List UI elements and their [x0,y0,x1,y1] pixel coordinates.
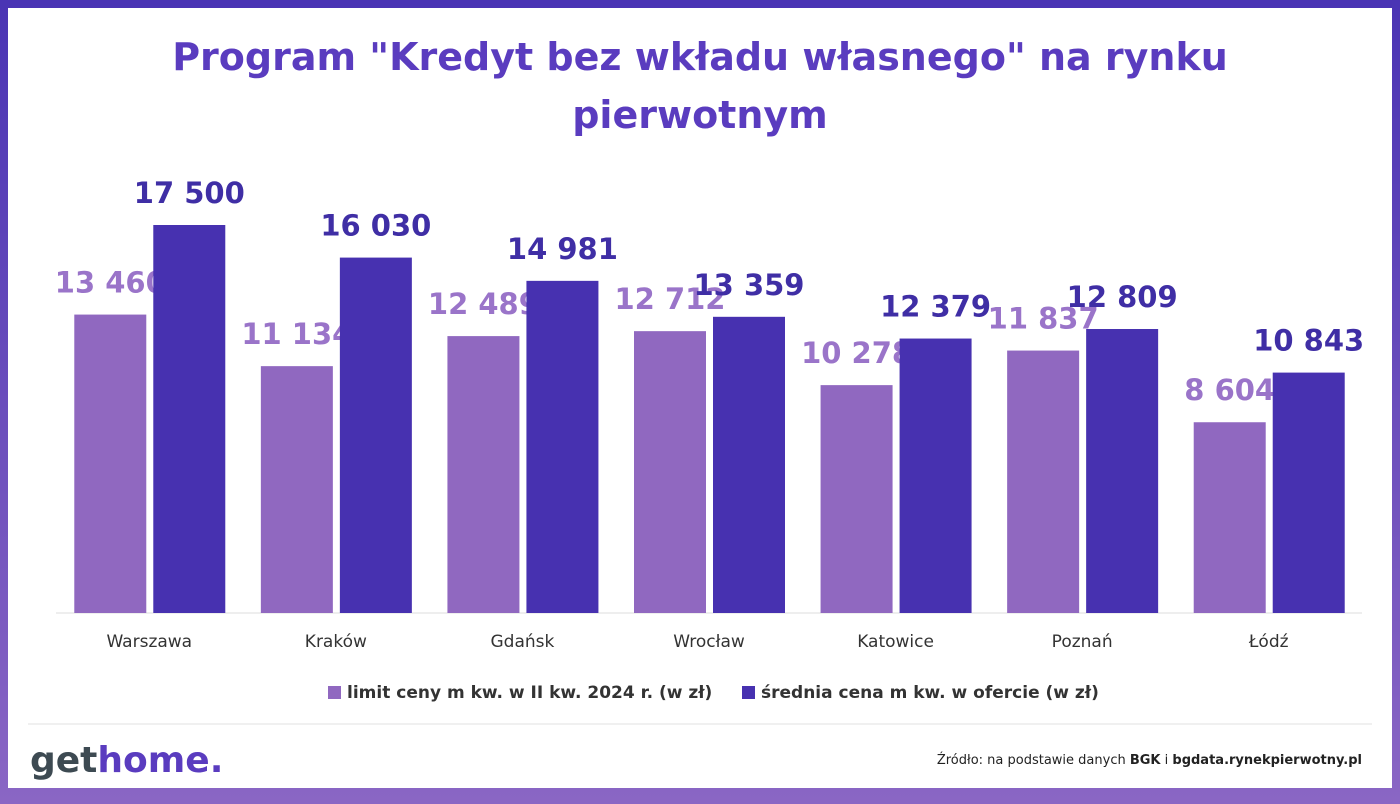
source-part: BGK [1130,753,1162,768]
value-label: 13 359 [694,268,805,302]
x-tick-label: Wrocław [673,632,745,652]
bar [634,331,706,613]
bar [74,314,147,613]
value-label: 8 604 [1184,373,1275,407]
source-part: bgdata.rynekpierwotny.pl [1172,753,1362,768]
x-tick-label: Warszawa [106,632,192,652]
bar [1193,422,1266,613]
bar [1007,350,1080,613]
bar [339,257,412,613]
logo-part: get [30,740,97,781]
logo: gethome. [30,740,223,781]
bar [526,280,599,613]
legend-swatch [328,686,341,699]
x-tick-label: Katowice [857,632,934,652]
bar [713,316,785,613]
chart-title: Program "Kredyt bez wkładu własnego" na … [172,35,1228,137]
x-tick-label: Kraków [305,632,367,652]
value-label: 12 712 [615,282,726,316]
source-part: i [1161,753,1173,768]
value-label: 14 981 [507,232,618,266]
value-label: 11 134 [241,317,352,351]
bar [1272,372,1345,613]
x-tick-label: Gdańsk [490,632,554,652]
bar [447,336,520,613]
value-label: 11 837 [988,302,1099,336]
source-part: Źródło: na podstawie danych [937,752,1130,768]
logo-part: home. [97,740,223,781]
legend-label: limit ceny m kw. w II kw. 2024 r. (w zł) [347,683,712,703]
bar [1086,329,1159,613]
value-label: 12 379 [880,290,991,324]
value-label: 17 500 [134,176,245,210]
bar [899,338,972,613]
value-label: 13 460 [55,266,166,300]
legend-label: średnia cena m kw. w ofercie (w zł) [761,683,1099,703]
legend-swatch [742,686,755,699]
value-label: 16 030 [320,209,431,243]
value-label: 10 843 [1253,324,1364,358]
x-tick-label: Poznań [1052,632,1113,652]
bar [820,385,893,613]
value-label: 12 809 [1067,280,1178,314]
bar [260,366,333,613]
x-tick-label: Łódź [1248,632,1289,652]
bar [153,225,226,613]
value-label: 12 489 [428,287,539,321]
value-label: 10 278 [801,336,912,370]
source: Źródło: na podstawie danych BGK i bgdata… [937,752,1362,768]
